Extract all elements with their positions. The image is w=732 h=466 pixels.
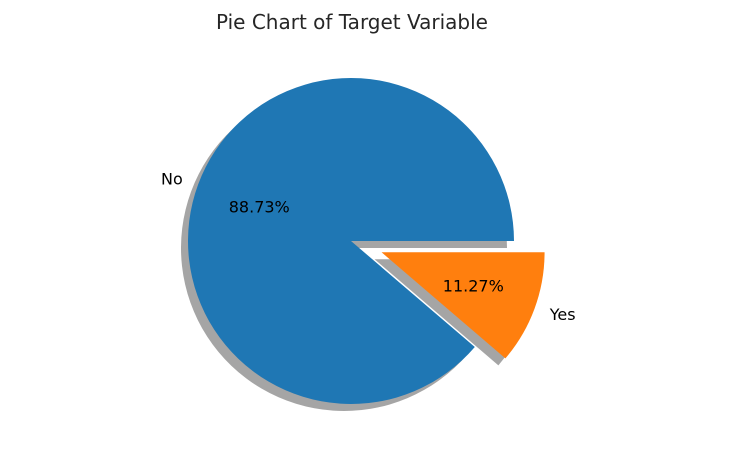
slice-label-yes: Yes <box>549 305 576 324</box>
chart-title: Pie Chart of Target Variable <box>216 10 488 34</box>
slice-percent-yes: 11.27% <box>443 277 504 296</box>
pie-slice-no <box>188 78 514 405</box>
slice-label-no: No <box>161 169 183 188</box>
pie-labels: No 88.73% Yes 11.27% <box>161 169 576 324</box>
slice-percent-no: 88.73% <box>229 198 290 217</box>
pie-slices <box>188 78 545 405</box>
pie-slice-yes <box>381 252 545 359</box>
